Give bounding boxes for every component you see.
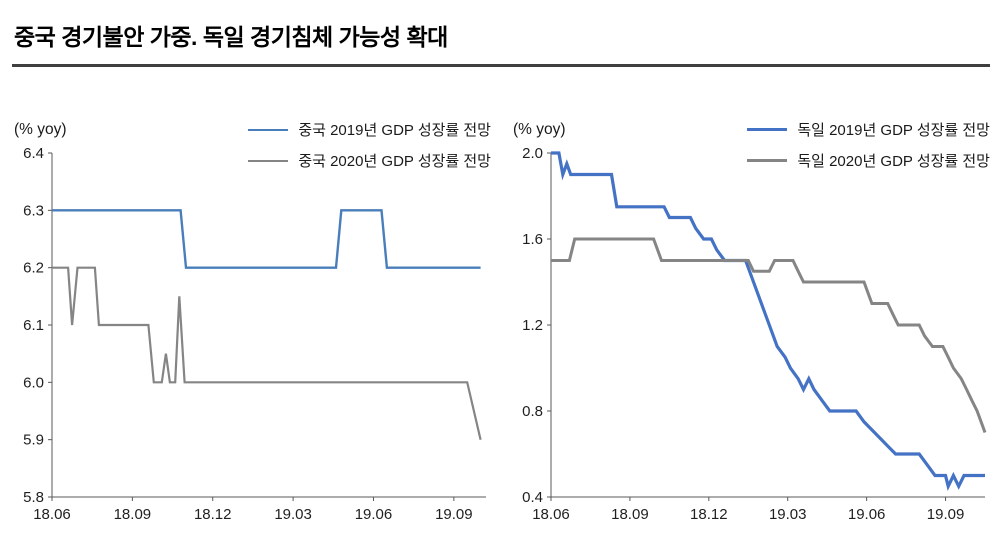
y-tick-label: 5.9 (23, 432, 44, 449)
x-tick-label: 18.06 (33, 506, 71, 523)
x-tick-label: 18.12 (194, 506, 232, 523)
legend-line-swatch (248, 159, 289, 162)
legend-label: 중국 2020년 GDP 성장률 전망 (298, 153, 491, 170)
legend-label: 독일 2020년 GDP 성장률 전망 (797, 153, 990, 170)
page-header: 중국 경기불안 가중. 독일 경기침체 가능성 확대 (0, 0, 1000, 67)
title-divider (12, 64, 990, 67)
x-tick-label: 18.09 (114, 506, 152, 523)
china-chart-canvas: 5.8 5.9 6.0 6.1 6.2 6.3 6.4 18.06 18.09 18.12 19.0… (23, 145, 486, 523)
legend-item: 중국 2019년 GDP 성장률 전망 (248, 119, 491, 140)
legend-line-swatch (747, 159, 788, 162)
x-tick-label: 19.03 (274, 506, 312, 523)
legend-line-swatch (248, 128, 289, 131)
series-line (551, 237, 987, 434)
y-tick-label: 5.8 (23, 489, 44, 506)
series-line (52, 266, 482, 440)
x-tick-label: 19.03 (769, 506, 807, 523)
x-tick-label: 18.06 (532, 506, 570, 523)
legend-item: 독일 2020년 GDP 성장률 전망 (747, 150, 990, 171)
legend-label: 독일 2019년 GDP 성장률 전망 (797, 122, 990, 139)
y-tick-label: 6.2 (23, 260, 44, 277)
x-tick-label: 19.06 (848, 506, 886, 523)
germany-chart-canvas: 0.4 0.8 1.2 1.6 2.0 18.06 18.09 18.12 19.03 19.06… (522, 145, 987, 523)
legend-label: 중국 2019년 GDP 성장률 전망 (298, 122, 491, 139)
y-tick-label: 2.0 (522, 145, 543, 162)
page-title: 중국 경기불안 가중. 독일 경기침체 가능성 확대 (14, 24, 448, 50)
y-axis-unit-label: (% yoy) (513, 121, 566, 138)
y-tick-label: 0.4 (522, 489, 543, 506)
y-tick-label: 1.2 (522, 317, 543, 334)
y-tick-label: 0.8 (522, 403, 543, 420)
series-line (551, 151, 985, 491)
y-axis-unit-label: (% yoy) (14, 121, 67, 138)
x-tick-label: 19.09 (927, 506, 965, 523)
y-tick-label: 6.4 (23, 145, 44, 162)
legend-line-swatch (747, 128, 788, 131)
x-tick-label: 18.12 (690, 506, 728, 523)
y-tick-label: 6.0 (23, 374, 44, 391)
y-tick-label: 6.3 (23, 202, 44, 219)
legend-item: 중국 2020년 GDP 성장률 전망 (248, 150, 491, 171)
x-tick-label: 19.09 (435, 506, 473, 523)
x-tick-label: 19.06 (355, 506, 393, 523)
legend-item: 독일 2019년 GDP 성장률 전망 (747, 119, 990, 140)
y-tick-label: 1.6 (522, 231, 543, 248)
x-tick-label: 18.09 (611, 506, 649, 523)
series-line (52, 209, 481, 269)
y-tick-label: 6.1 (23, 317, 44, 334)
